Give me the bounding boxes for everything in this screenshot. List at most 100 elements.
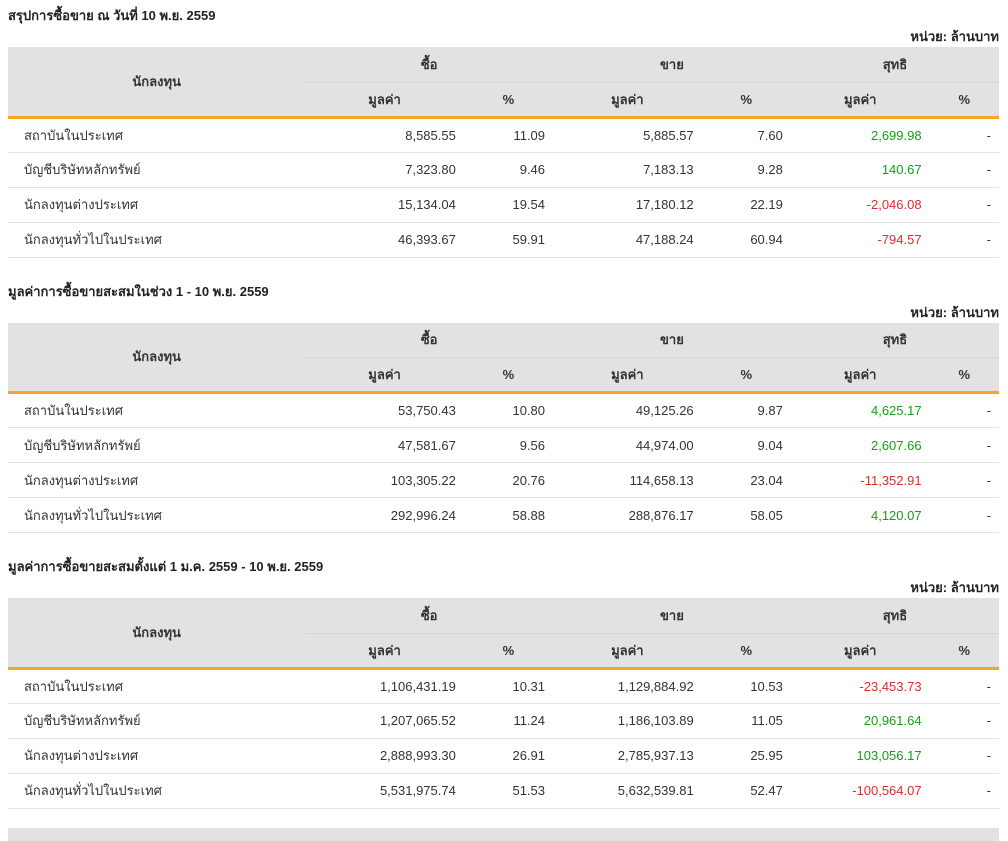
col-header-sell-percent: %	[701, 357, 791, 394]
cell-investor: สถาบันในประเทศ	[8, 117, 306, 153]
cell-sell-value: 7,183.13	[553, 152, 702, 188]
cell-sell-value: 44,974.00	[553, 427, 702, 463]
table-row: นักลงทุนต่างประเทศ 15,134.04 19.54 17,18…	[8, 187, 999, 223]
cell-sell-percent: 11.05	[701, 703, 791, 739]
col-header-buy-value: มูลค่า	[305, 633, 464, 670]
table-row: นักลงทุนต่างประเทศ 2,888,993.30 26.91 2,…	[8, 738, 999, 774]
cell-sell-percent: 9.28	[701, 152, 791, 188]
cell-net-percent: -	[929, 117, 999, 153]
cell-investor: บัญชีบริษัทหลักทรัพย์	[8, 703, 306, 739]
table-row: นักลงทุนต่างประเทศ 103,305.22 20.76 114,…	[8, 462, 999, 498]
cell-buy-percent: 19.54	[463, 187, 554, 223]
col-header-net-value: มูลค่า	[790, 633, 930, 670]
col-header-buy: ซื้อ	[305, 47, 554, 83]
cell-buy-percent: 10.80	[463, 392, 554, 428]
cell-sell-percent: 22.19	[701, 187, 791, 223]
cell-sell-value: 5,885.57	[553, 117, 702, 153]
cell-buy-value: 1,207,065.52	[305, 703, 464, 739]
cell-net-percent: -	[929, 773, 999, 809]
col-header-buy-value: มูลค่า	[305, 82, 464, 119]
cell-net-value: -23,453.73	[790, 668, 930, 704]
cell-sell-percent: 9.87	[701, 392, 791, 428]
col-header-investor: นักลงทุน	[8, 47, 306, 119]
cell-net-percent: -	[929, 222, 999, 258]
section-month-to-date: มูลค่าการซื้อขายสะสมในช่วง 1 - 10 พ.ย. 2…	[8, 283, 999, 533]
cell-net-value: 4,120.07	[790, 497, 930, 533]
cell-net-percent: -	[929, 738, 999, 774]
cell-buy-value: 8,585.55	[305, 117, 464, 153]
col-header-net: สุทธิ	[790, 47, 999, 83]
table-row: บัญชีบริษัทหลักทรัพย์ 7,323.80 9.46 7,18…	[8, 152, 999, 188]
cell-buy-value: 7,323.80	[305, 152, 464, 188]
cell-net-value: 2,607.66	[790, 427, 930, 463]
col-header-net-value: มูลค่า	[790, 82, 930, 119]
cell-sell-value: 2,785,937.13	[553, 738, 702, 774]
table-row: สถาบันในประเทศ 1,106,431.19 10.31 1,129,…	[8, 668, 999, 704]
cell-investor: นักลงทุนทั่วไปในประเทศ	[8, 497, 306, 533]
daily-summary-table: นักลงทุน ซื้อ ขาย สุทธิ มูลค่า % มูลค่า …	[8, 47, 999, 258]
cell-buy-percent: 10.31	[463, 668, 554, 704]
cell-buy-value: 103,305.22	[305, 462, 464, 498]
table-row: นักลงทุนทั่วไปในประเทศ 5,531,975.74 51.5…	[8, 773, 999, 809]
cell-sell-percent: 23.04	[701, 462, 791, 498]
cell-net-percent: -	[929, 187, 999, 223]
cell-net-value: 4,625.17	[790, 392, 930, 428]
col-header-sell: ขาย	[553, 322, 791, 358]
cell-sell-percent: 52.47	[701, 773, 791, 809]
table-row: สถาบันในประเทศ 53,750.43 10.80 49,125.26…	[8, 392, 999, 428]
cell-buy-percent: 11.09	[463, 117, 554, 153]
section-daily-summary: สรุปการซื้อขาย ณ วันที่ 10 พ.ย. 2559 หน่…	[8, 8, 999, 258]
cell-buy-percent: 59.91	[463, 222, 554, 258]
table-row: บัญชีบริษัทหลักทรัพย์ 1,207,065.52 11.24…	[8, 703, 999, 739]
year-to-date-table: นักลงทุน ซื้อ ขาย สุทธิ มูลค่า % มูลค่า …	[8, 598, 999, 809]
cell-net-percent: -	[929, 152, 999, 188]
cell-investor: นักลงทุนต่างประเทศ	[8, 738, 306, 774]
cell-net-value: 140.67	[790, 152, 930, 188]
table-row: สถาบันในประเทศ 8,585.55 11.09 5,885.57 7…	[8, 117, 999, 153]
col-header-buy-value: มูลค่า	[305, 357, 464, 394]
next-table-header-partial	[8, 828, 999, 841]
cell-investor: สถาบันในประเทศ	[8, 668, 306, 704]
month-to-date-table: นักลงทุน ซื้อ ขาย สุทธิ มูลค่า % มูลค่า …	[8, 322, 999, 533]
cell-sell-percent: 60.94	[701, 222, 791, 258]
col-header-buy: ซื้อ	[305, 598, 554, 634]
cell-buy-percent: 20.76	[463, 462, 554, 498]
cell-net-value: 20,961.64	[790, 703, 930, 739]
col-header-net-percent: %	[929, 357, 999, 394]
col-header-sell-percent: %	[701, 633, 791, 670]
cell-buy-percent: 51.53	[463, 773, 554, 809]
col-header-net-percent: %	[929, 82, 999, 119]
cell-investor: บัญชีบริษัทหลักทรัพย์	[8, 152, 306, 188]
col-header-sell: ขาย	[553, 47, 791, 83]
cell-sell-percent: 9.04	[701, 427, 791, 463]
cell-sell-value: 47,188.24	[553, 222, 702, 258]
cell-sell-percent: 25.95	[701, 738, 791, 774]
col-header-sell: ขาย	[553, 598, 791, 634]
cell-net-percent: -	[929, 462, 999, 498]
cell-net-value: 103,056.17	[790, 738, 930, 774]
cell-investor: นักลงทุนทั่วไปในประเทศ	[8, 773, 306, 809]
cell-sell-value: 1,129,884.92	[553, 668, 702, 704]
col-header-investor: นักลงทุน	[8, 598, 306, 670]
unit-label: หน่วย: ล้านบาท	[910, 580, 999, 595]
cell-investor: นักลงทุนต่างประเทศ	[8, 462, 306, 498]
col-header-net: สุทธิ	[790, 322, 999, 358]
cell-sell-value: 114,658.13	[553, 462, 702, 498]
unit-label: หน่วย: ล้านบาท	[910, 29, 999, 44]
cell-net-value: -794.57	[790, 222, 930, 258]
cell-net-percent: -	[929, 392, 999, 428]
cell-net-value: 2,699.98	[790, 117, 930, 153]
section-title: มูลค่าการซื้อขายสะสมตั้งแต่ 1 ม.ค. 2559 …	[8, 559, 324, 574]
section-title: มูลค่าการซื้อขายสะสมในช่วง 1 - 10 พ.ย. 2…	[8, 283, 269, 299]
cell-investor: นักลงทุนทั่วไปในประเทศ	[8, 222, 306, 258]
cell-net-percent: -	[929, 427, 999, 463]
cell-buy-value: 292,996.24	[305, 497, 464, 533]
cell-buy-value: 46,393.67	[305, 222, 464, 258]
col-header-sell-value: มูลค่า	[553, 82, 702, 119]
col-header-investor: นักลงทุน	[8, 322, 306, 394]
page-content: สรุปการซื้อขาย ณ วันที่ 10 พ.ย. 2559 หน่…	[8, 8, 999, 809]
cell-investor: บัญชีบริษัทหลักทรัพย์	[8, 427, 306, 463]
cell-sell-value: 5,632,539.81	[553, 773, 702, 809]
cell-buy-value: 15,134.04	[305, 187, 464, 223]
